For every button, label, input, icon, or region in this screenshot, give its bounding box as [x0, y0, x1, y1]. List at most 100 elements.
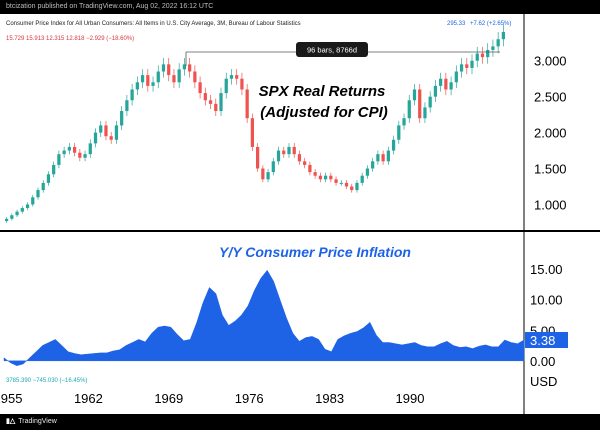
- candle-body: [261, 168, 265, 180]
- time-axis-bg: [0, 372, 600, 414]
- candle-body: [292, 146, 296, 155]
- candle-body: [67, 146, 71, 151]
- candle-body: [381, 154, 385, 162]
- candle-body: [423, 107, 427, 119]
- upper-pane-bg: [0, 14, 524, 230]
- candle-body: [459, 64, 464, 72]
- candle-body: [198, 82, 202, 94]
- candle-body: [57, 154, 61, 165]
- candle-body: [229, 75, 234, 79]
- x-tick-label: 1969: [154, 391, 183, 406]
- last-value-label: 3.38: [530, 333, 555, 348]
- x-tick-label: 1976: [235, 391, 264, 406]
- candle-body: [339, 182, 343, 184]
- candle-body: [99, 125, 103, 133]
- symbol-last-value: 295.33: [447, 21, 466, 27]
- candle-body: [219, 93, 223, 112]
- candle-body: [151, 82, 155, 86]
- candle-body: [407, 100, 411, 119]
- upper-y-axis: 1.000 1.500 2.000 2.500 3.000: [534, 54, 567, 213]
- candle-body: [496, 39, 500, 47]
- lower-chart-title: Y/Y Consumer Price Inflation: [219, 244, 411, 260]
- candle-body: [282, 150, 286, 155]
- candle-body: [386, 150, 390, 162]
- candle-body: [208, 100, 213, 104]
- candle-body: [465, 64, 469, 68]
- candle-body: [31, 197, 35, 205]
- candle-body: [501, 32, 506, 40]
- candle-body: [93, 132, 98, 144]
- candlestick-series: [4, 24, 506, 223]
- x-tick-label: 1955: [0, 391, 22, 406]
- publisher-bar: btcization published on TradingView.com,…: [0, 0, 600, 14]
- candle-body: [109, 136, 113, 140]
- candle-body: [334, 179, 338, 183]
- candle-body: [444, 78, 448, 90]
- candle-body: [15, 211, 19, 216]
- candle-body: [46, 174, 51, 183]
- lower-y-tick-label: 15.00: [530, 262, 563, 277]
- candle-body: [130, 89, 134, 101]
- candle-body: [318, 175, 322, 180]
- candle-body: [297, 154, 302, 162]
- candle-body: [276, 150, 281, 162]
- candle-body: [412, 89, 417, 101]
- upper-chart-title-line2: (Adjusted for CPI): [260, 104, 388, 121]
- upper-price-scale: [524, 14, 600, 230]
- candle-body: [428, 96, 432, 108]
- candle-body: [214, 103, 218, 112]
- candle-body: [193, 71, 197, 83]
- candle-body: [271, 161, 275, 173]
- candle-body: [433, 85, 438, 97]
- candle-body: [313, 172, 317, 176]
- candle-body: [177, 69, 181, 83]
- candle-body: [371, 161, 375, 169]
- candle-body: [135, 82, 139, 90]
- candle-body: [41, 182, 45, 191]
- candle-body: [240, 78, 244, 90]
- candle-body: [203, 93, 207, 101]
- candle-body: [235, 75, 239, 79]
- time-axis: 1955 1962 1969 1976 1983 1990: [0, 391, 424, 406]
- candle-body: [161, 64, 166, 72]
- candle-body: [303, 161, 307, 165]
- upper-y-tick-label: 2.000: [534, 126, 567, 141]
- upper-y-tick-label: 3.000: [534, 54, 567, 69]
- candle-body: [350, 186, 354, 191]
- candle-body: [224, 78, 228, 94]
- candle-body: [402, 118, 406, 126]
- candle-body: [36, 190, 40, 198]
- candle-body: [329, 175, 333, 180]
- candle-body: [62, 150, 66, 155]
- candle-body: [491, 46, 495, 50]
- candle-body: [172, 75, 176, 83]
- inflation-area: [3, 269, 525, 366]
- candle-body: [188, 64, 192, 72]
- candle-body: [308, 164, 312, 173]
- candle-body: [360, 175, 364, 183]
- measure-label: 96 bars, 8766d: [307, 46, 357, 55]
- candle-body: [146, 75, 150, 86]
- candle-body: [344, 182, 349, 187]
- candle-body: [454, 71, 458, 83]
- candle-body: [439, 78, 443, 86]
- candle-body: [83, 154, 87, 158]
- candle-body: [125, 100, 129, 112]
- lower-y-tick-label: 10.00: [530, 293, 563, 308]
- last-value-badge: [525, 332, 568, 348]
- candle-body: [52, 164, 56, 175]
- candle-body: [255, 146, 260, 169]
- measure-label-box: [296, 42, 368, 57]
- candle-body: [140, 75, 145, 83]
- brand-name: TradingView: [18, 418, 57, 425]
- candle-body: [418, 89, 422, 119]
- candle-body: [88, 143, 92, 155]
- candle-body: [10, 215, 14, 219]
- candle-body: [25, 204, 30, 209]
- candle-body: [120, 111, 124, 126]
- candle-body: [4, 218, 9, 222]
- candle-body: [376, 154, 380, 162]
- candle-body: [182, 64, 187, 70]
- candle-body: [78, 152, 82, 158]
